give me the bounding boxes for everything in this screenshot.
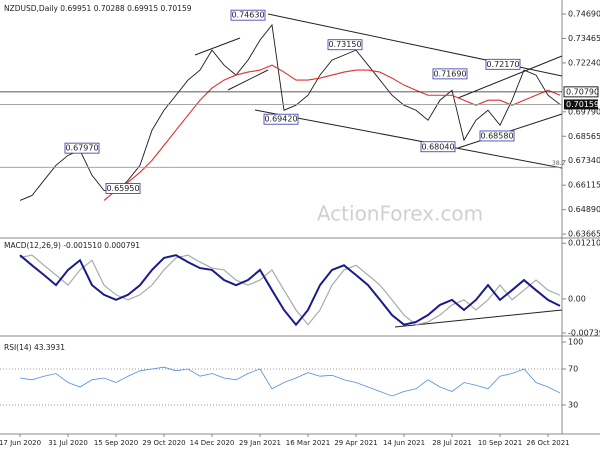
trend-line — [394, 309, 563, 328]
x-tick-label: 17 Jun 2020 — [0, 439, 41, 447]
annotation-box — [327, 39, 363, 51]
level-label: 0.70790 — [566, 87, 599, 96]
trend-line — [194, 37, 241, 56]
trend-line — [457, 55, 563, 99]
y-tick-label: 0.73465 — [568, 34, 600, 43]
annotation: 0.71690 — [433, 69, 466, 78]
x-tick-label: 29 Jan 2021 — [239, 439, 281, 447]
trend-line — [227, 69, 269, 91]
series-line — [103, 64, 561, 201]
y-tick-label: 0.00 — [568, 294, 586, 303]
x-tick-label: 29 Apr 2021 — [334, 439, 377, 447]
annotation-box — [479, 130, 515, 142]
panel-title: MACD(12,26,9) -0.001510 0.000791 — [4, 241, 140, 250]
level-label: 0.70159 — [566, 100, 599, 109]
y-tick-label: 0.63665 — [568, 230, 600, 239]
x-tick-label: 29 Oct 2020 — [142, 439, 185, 447]
x-tick-label: 10 Sep 2021 — [478, 439, 522, 447]
annotation-box — [230, 9, 266, 21]
series-line — [19, 254, 561, 327]
y-tick-label: 30 — [568, 401, 578, 410]
annotation: 0.74630 — [231, 11, 264, 20]
y-tick-label: 0.69790 — [568, 107, 600, 116]
x-tick-label: 31 Jul 2020 — [48, 439, 88, 447]
annotation: 0.68040 — [421, 142, 454, 151]
x-tick-label: 14 Dec 2020 — [190, 439, 235, 447]
annotation: 0.68580 — [480, 131, 513, 140]
y-tick-label: 0.67340 — [568, 156, 600, 165]
annotation: 0.72170 — [486, 60, 519, 69]
trend-line — [254, 109, 563, 169]
level-label-box — [564, 99, 598, 110]
x-tick-label: 26 Oct 2021 — [526, 439, 569, 447]
annotation-box — [64, 142, 100, 154]
y-tick-label: 0.68565 — [568, 132, 600, 141]
annotation-box — [420, 141, 456, 153]
annotation-box — [432, 68, 468, 80]
annotation: 0.65950 — [106, 184, 139, 193]
y-tick-label: 100 — [568, 338, 583, 347]
y-tick-label: 0.012105 — [568, 239, 600, 248]
y-tick-label: 0.74690 — [568, 9, 600, 18]
x-tick-label: 14 Jun 2021 — [383, 439, 425, 447]
annotation-box — [105, 183, 141, 194]
level-label-box — [563, 86, 599, 98]
x-tick-label: 28 Jul 2021 — [432, 439, 472, 447]
x-tick-label: 16 Mar 2021 — [286, 439, 330, 447]
panel-title: NZDUSD,Daily 0.69951 0.70288 0.69915 0.7… — [4, 4, 192, 13]
y-tick-label: -0.007391 — [568, 328, 600, 337]
y-tick-label: 0.72240 — [568, 58, 600, 67]
annotation: 0.73150 — [328, 40, 361, 49]
watermark: ActionForex.com — [317, 202, 483, 226]
x-tick-label: 15 Sep 2020 — [94, 439, 138, 447]
y-tick-label: 0.64890 — [568, 205, 600, 214]
annotation: 0.69420 — [264, 115, 297, 124]
y-tick-label: 0.66115 — [568, 181, 600, 190]
y-tick-label: 70 — [568, 365, 578, 374]
annotation-box — [485, 58, 521, 70]
annotation: 0.67970 — [65, 144, 98, 153]
annotation-box — [263, 113, 299, 125]
panel-title: RSI(14) 43.3931 — [4, 343, 65, 352]
series-line — [19, 366, 561, 397]
level-label: 38.2 — [552, 160, 566, 167]
